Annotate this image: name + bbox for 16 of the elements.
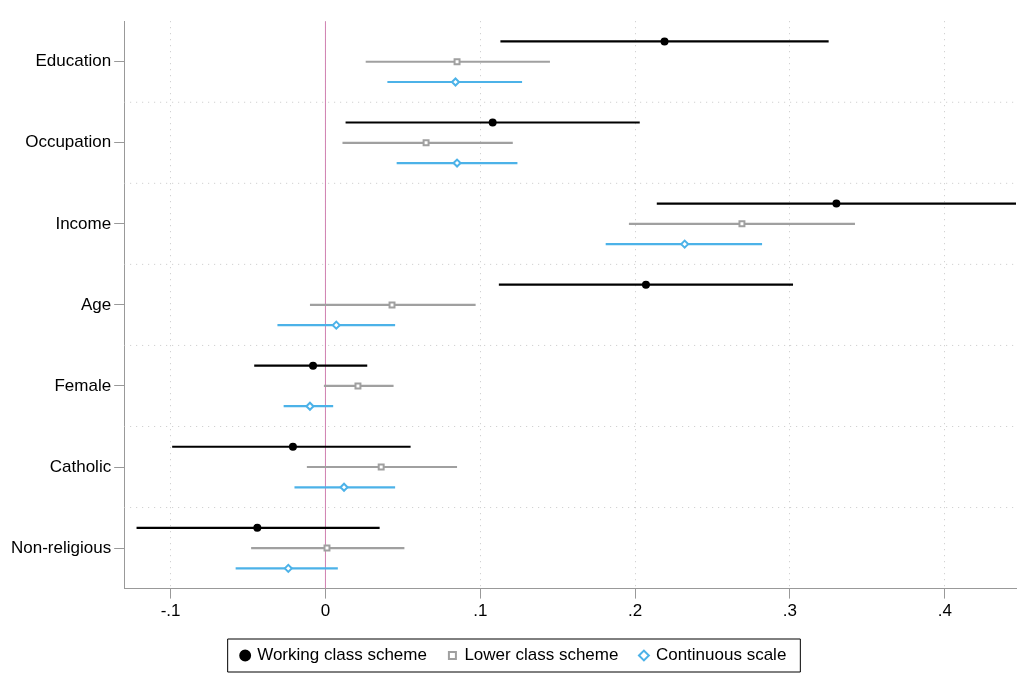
y-tick-label: Catholic [49,456,112,476]
legend-label: Working class scheme [257,645,427,665]
x-tick-label: .1 [473,601,488,621]
x-tick-label: .3 [782,601,798,621]
legend-label: Lower class scheme [464,645,619,665]
x-tick-label: 0 [320,601,331,621]
x-tick-label: .4 [937,601,952,621]
y-tick-label: Female [54,375,112,395]
legend-label: Continuous scale [655,645,787,665]
y-tick-label: Income [55,213,112,233]
y-tick-label: Age [80,294,112,314]
y-tick-label: Education [35,51,112,71]
y-tick-label: Occupation [25,132,112,152]
x-tick-label: .2 [628,601,643,621]
x-tick-label: -.1 [160,601,181,621]
y-tick-label: Non-religious [10,537,112,557]
